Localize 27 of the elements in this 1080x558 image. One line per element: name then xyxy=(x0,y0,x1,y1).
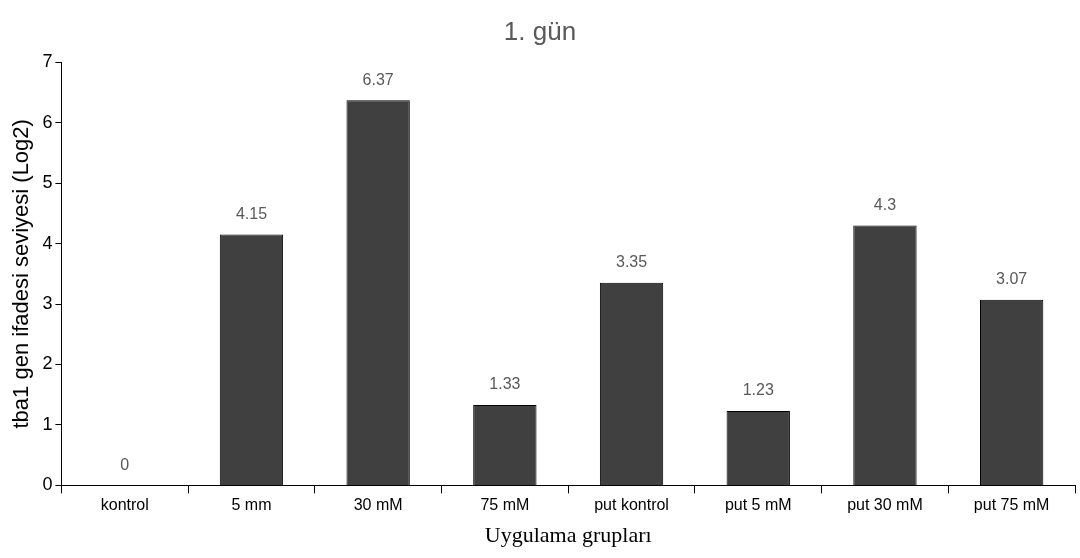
chart-title: 1. gün xyxy=(503,15,577,46)
x-tick-label: put kontrol xyxy=(594,496,669,514)
data-label: 3.07 xyxy=(996,270,1028,288)
y-tick-label: 5 xyxy=(42,172,53,193)
y-tick-label: 7 xyxy=(42,51,53,72)
y-tick-label: 2 xyxy=(42,353,53,374)
y-tick-label: 3 xyxy=(42,293,53,313)
y-axis-title: tba1 gen ifadesi seviyesi (Log2) xyxy=(8,119,34,429)
y-tick-label: 0 xyxy=(42,474,53,495)
x-tick-label: kontrol xyxy=(100,496,149,514)
x-tick-label: put 30 mM xyxy=(847,496,923,514)
data-label: 1.33 xyxy=(489,375,521,393)
data-label: 4.3 xyxy=(873,195,897,213)
y-tick-label: 4 xyxy=(42,232,53,253)
x-tick-label: 5 mm xyxy=(231,496,272,514)
x-tick-label: put 5 mM xyxy=(724,496,792,514)
data-label: 1.23 xyxy=(742,381,774,399)
data-label: 0 xyxy=(120,455,130,473)
y-tick-label: 6 xyxy=(42,111,53,132)
x-tick-label: 30 mM xyxy=(353,496,403,514)
x-axis-title: Uygulama grupları xyxy=(484,521,652,547)
data-label: 3.35 xyxy=(615,253,648,271)
x-tick-label: 75 mM xyxy=(480,496,530,514)
data-label: 6.37 xyxy=(362,70,394,88)
y-tick-label: 1 xyxy=(42,413,53,434)
data-label: 4.15 xyxy=(235,204,268,222)
x-tick-label: put 75 mM xyxy=(973,496,1050,514)
